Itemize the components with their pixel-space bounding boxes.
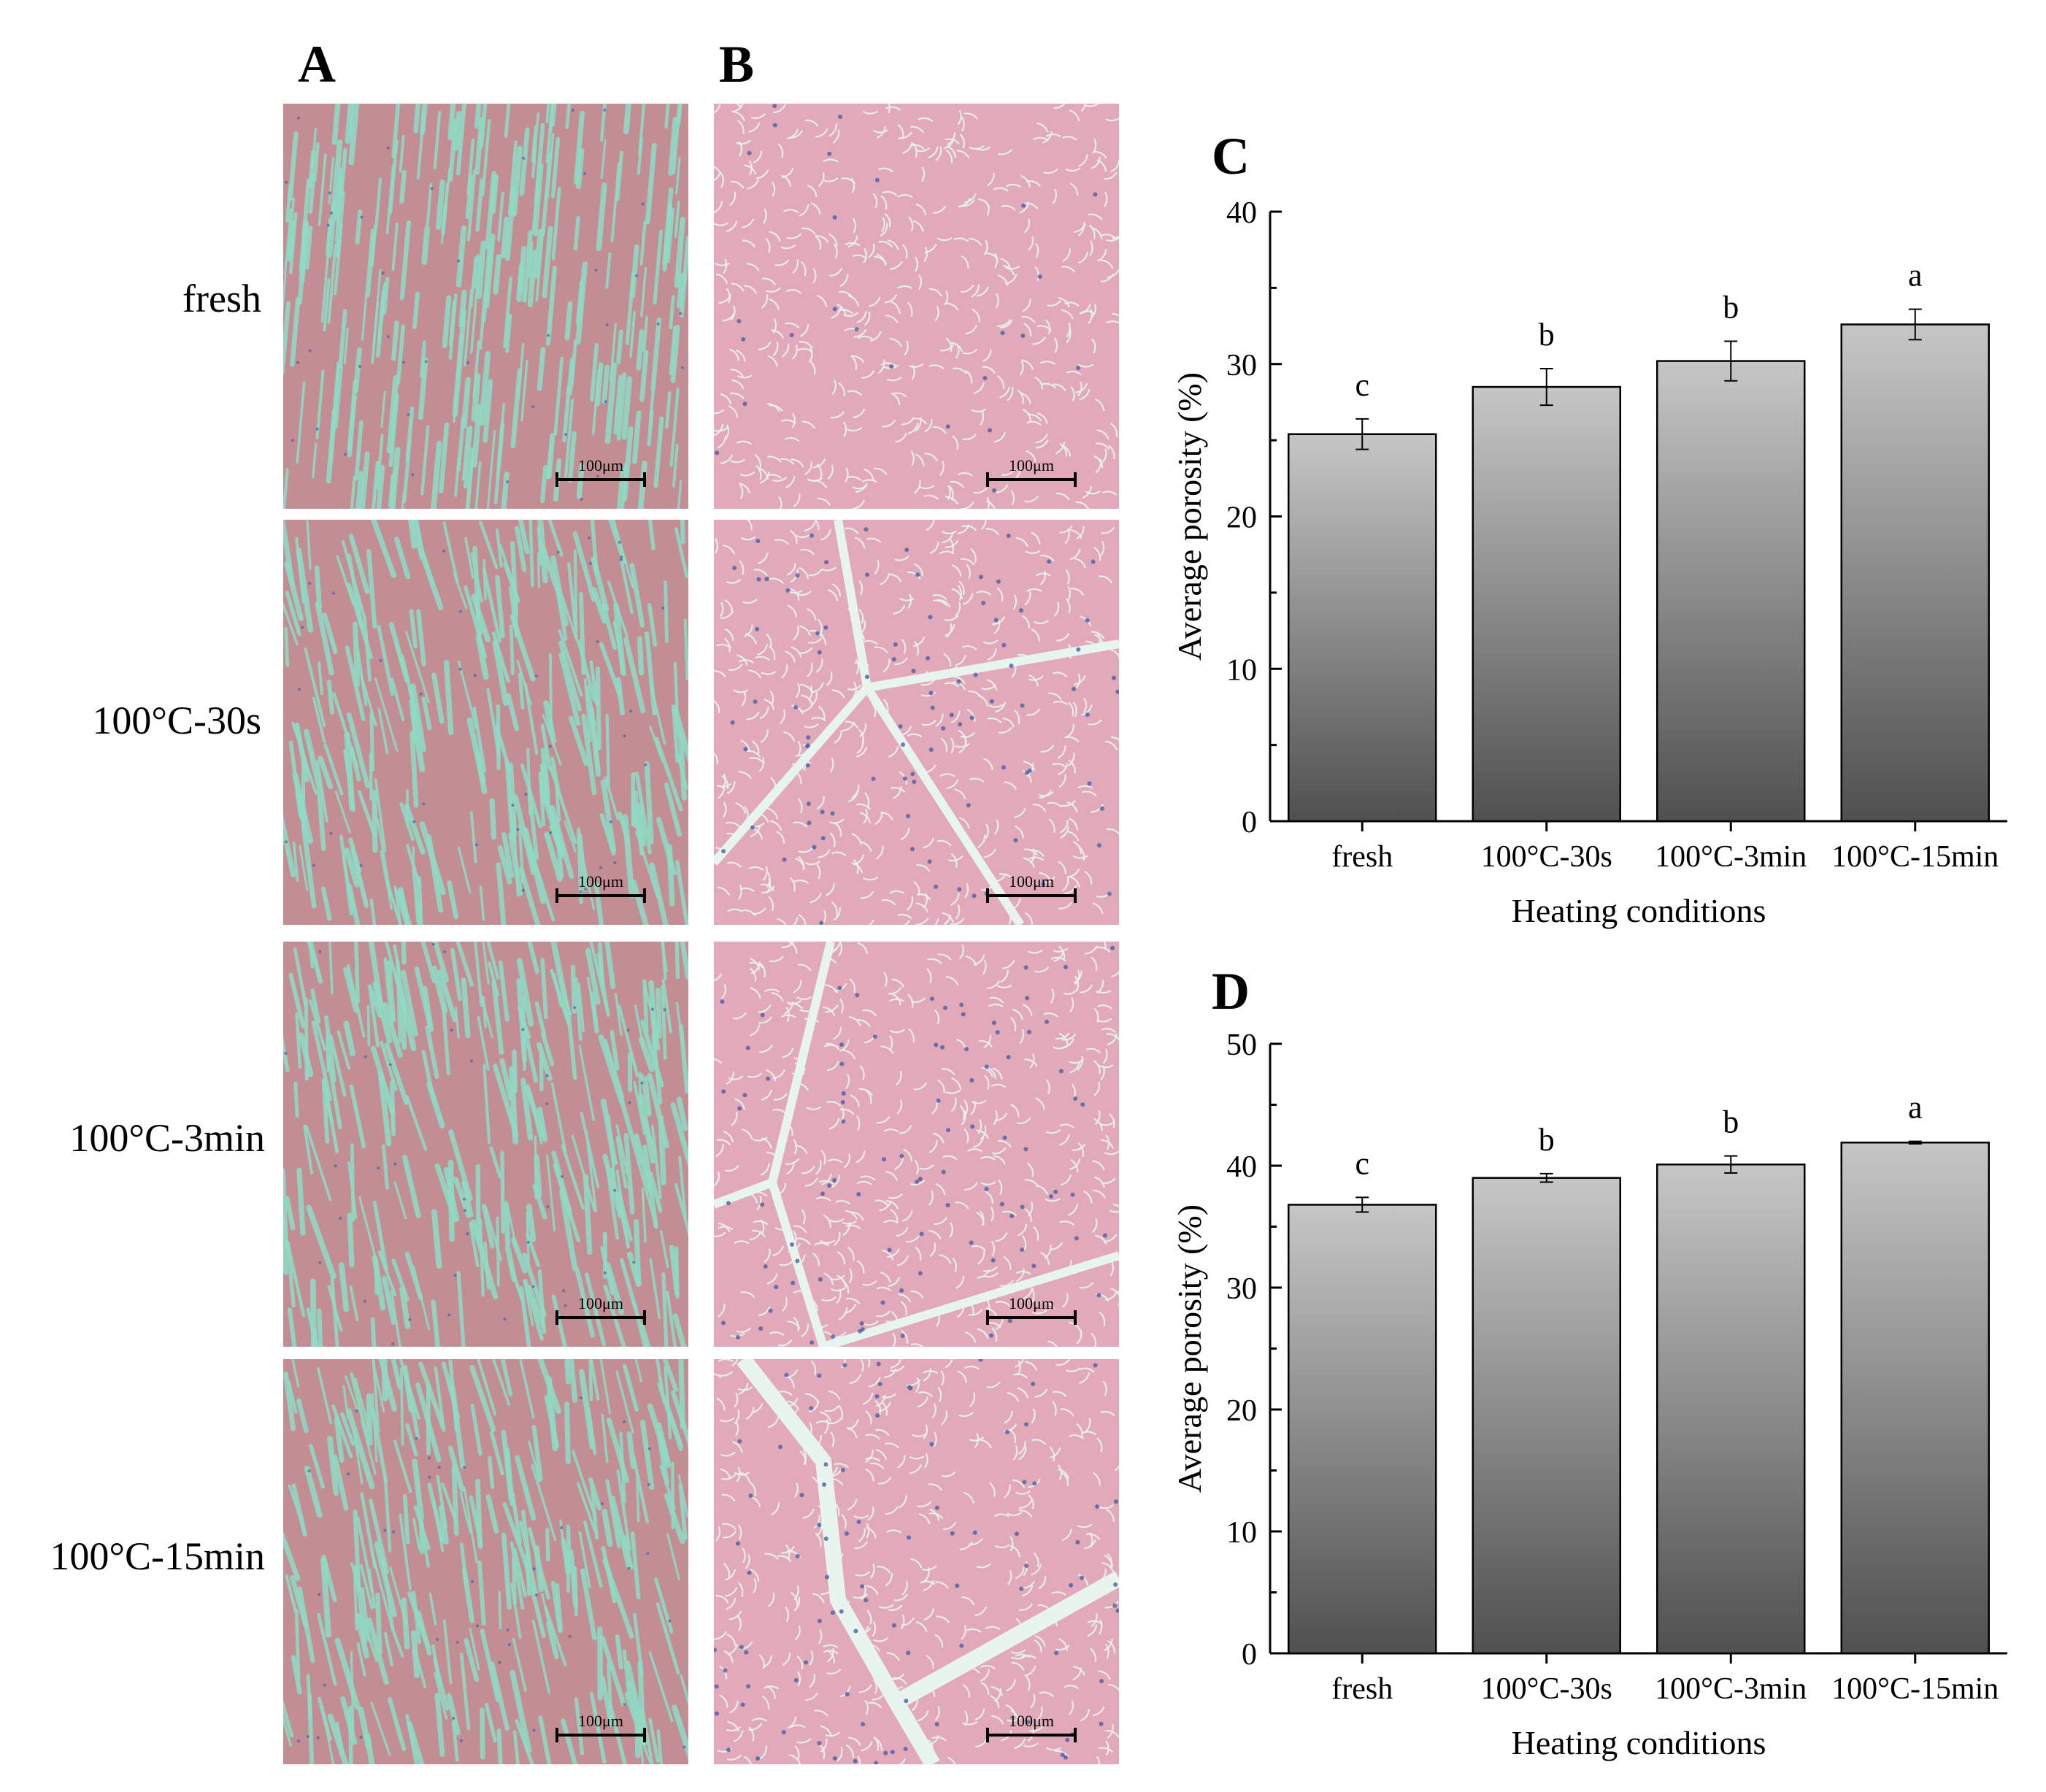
y-tick-label: 0	[1242, 806, 1257, 839]
panel-label-a: A	[298, 35, 336, 93]
y-tick-label: 30	[1226, 1272, 1257, 1306]
scale-bar-label: 100μm	[1009, 1294, 1054, 1312]
x-tick-label: 100°C-30s	[1481, 1672, 1612, 1706]
significance-letter: c	[1355, 1145, 1369, 1181]
micrograph-b-row-4: 100μm	[714, 1359, 1119, 1764]
row-label-100c-3min: 100°C-3min	[69, 1116, 265, 1160]
bar-0	[1288, 1204, 1437, 1655]
x-tick-label: fresh	[1331, 1672, 1393, 1706]
row-label-100c-30s: 100°C-30s	[92, 699, 261, 742]
y-axis-title: Average porosity (%)	[1171, 1204, 1208, 1493]
scale-bar-label: 100μm	[578, 872, 623, 891]
bar-chart-d-svg: 0 10 20 30 40 50 c fresh b 100°C-30s b 100°C-3min a 1…	[1171, 1028, 2007, 1761]
micrograph-b-row-3: 100μm	[714, 942, 1119, 1347]
y-tick-label: 30	[1226, 349, 1257, 382]
micrograph-a-row-1: 100μm	[283, 104, 688, 509]
error-bar-0	[1355, 418, 1369, 450]
x-tick-label: 100°C-15min	[1831, 840, 1999, 874]
panel-label-d: D	[1212, 962, 1250, 1020]
significance-letter: a	[1908, 1090, 1923, 1126]
scale-bar-label: 100μm	[1009, 872, 1054, 891]
panel-label-b: B	[719, 35, 755, 93]
micrograph-a-row-3: 100μm	[283, 942, 688, 1347]
bar-chart-d: 0 10 20 30 40 50 c fresh b 100°C-30s b 100°C-3min a 1…	[1161, 964, 2046, 1792]
significance-letter: b	[1539, 1122, 1555, 1158]
x-tick-label: 100°C-3min	[1655, 1672, 1807, 1706]
bar-chart-c-svg: 0 10 20 30 40 c fresh b 100°C-30s b 100°C-3min a 100…	[1171, 196, 2007, 929]
y-tick-label: 10	[1226, 1516, 1257, 1550]
bar-1	[1472, 385, 1621, 823]
scale-bar-label: 100μm	[578, 1712, 623, 1730]
x-axis-title: Heating conditions	[1512, 892, 1766, 929]
significance-letter: c	[1355, 367, 1369, 403]
x-axis-title: Heating conditions	[1512, 1724, 1766, 1761]
significance-letter: b	[1723, 289, 1739, 325]
micrograph-b-row-2: 100μm	[714, 520, 1119, 925]
y-tick-label: 50	[1226, 1028, 1257, 1062]
error-bar-3	[1908, 1140, 1922, 1145]
micrograph-a-row-2: 100μm	[283, 520, 688, 925]
y-axis-title: Average porosity (%)	[1171, 372, 1208, 661]
bar-chart-c: 0 10 20 30 40 c fresh b 100°C-30s b 100°C-3min a 100…	[1161, 131, 2046, 942]
x-tick-label: fresh	[1331, 840, 1393, 874]
y-tick-label: 40	[1226, 196, 1257, 230]
y-tick-label: 20	[1226, 1394, 1257, 1428]
error-bar-2	[1724, 340, 1738, 382]
bar-3	[1840, 1142, 1990, 1655]
y-tick-label: 20	[1226, 501, 1257, 535]
significance-letter: a	[1908, 258, 1923, 293]
y-tick-label: 40	[1226, 1150, 1257, 1184]
error-bar-1	[1539, 1172, 1553, 1183]
scale-bar-label: 100μm	[1009, 1712, 1054, 1730]
bar-1	[1472, 1177, 1621, 1655]
significance-letter: b	[1539, 317, 1555, 353]
error-bar-1	[1539, 368, 1553, 407]
error-bar-0	[1355, 1196, 1369, 1213]
error-bar-2	[1724, 1155, 1738, 1174]
panel-label-c: C	[1212, 127, 1250, 185]
bar-2	[1656, 1164, 1806, 1655]
scale-bar-label: 100μm	[578, 1294, 623, 1312]
x-tick-label: 100°C-3min	[1655, 840, 1807, 874]
micrograph-b-row-1: 100μm	[714, 104, 1119, 509]
row-label-fresh: fresh	[182, 277, 261, 320]
x-tick-label: 100°C-30s	[1481, 840, 1612, 874]
micrograph-a-row-4: 100μm	[283, 1359, 688, 1764]
scale-bar-label: 100μm	[1009, 456, 1054, 474]
x-tick-label: 100°C-15min	[1831, 1672, 1999, 1706]
row-label-100c-15min: 100°C-15min	[50, 1534, 265, 1578]
y-tick-label: 0	[1242, 1638, 1257, 1672]
bar-3	[1840, 323, 1990, 823]
scale-bar-label: 100μm	[578, 456, 623, 474]
y-tick-label: 10	[1226, 653, 1257, 687]
significance-letter: b	[1723, 1104, 1739, 1140]
bar-2	[1656, 360, 1806, 823]
error-bar-3	[1908, 308, 1922, 341]
bar-0	[1288, 433, 1437, 823]
